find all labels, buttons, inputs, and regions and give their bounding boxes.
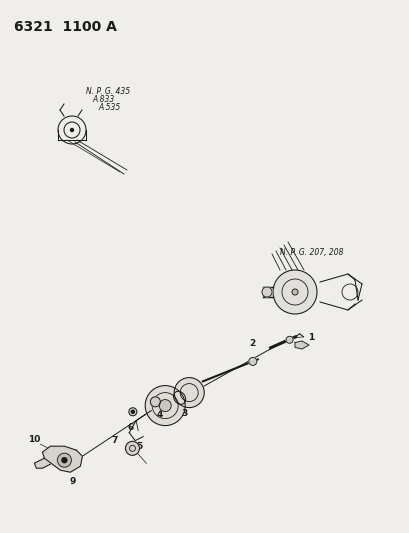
Text: 7: 7 — [111, 437, 117, 446]
Text: N. P. G. 207, 208: N. P. G. 207, 208 — [279, 248, 343, 257]
Circle shape — [125, 441, 139, 455]
Text: 1: 1 — [307, 333, 313, 342]
Circle shape — [70, 128, 73, 132]
Circle shape — [159, 400, 171, 411]
Circle shape — [145, 385, 185, 425]
Ellipse shape — [173, 391, 185, 405]
Circle shape — [62, 458, 67, 463]
Circle shape — [150, 397, 160, 407]
Circle shape — [57, 453, 71, 467]
Text: 6: 6 — [127, 423, 134, 432]
Circle shape — [285, 336, 292, 343]
Text: 9: 9 — [69, 477, 75, 486]
Polygon shape — [294, 341, 308, 349]
Circle shape — [272, 270, 316, 314]
Text: A 833: A 833 — [92, 95, 114, 104]
Text: N. P. G. 435: N. P. G. 435 — [86, 87, 130, 96]
Text: 10: 10 — [28, 435, 40, 444]
Text: 4: 4 — [156, 410, 162, 419]
Circle shape — [291, 289, 297, 295]
Circle shape — [248, 358, 256, 366]
Polygon shape — [34, 458, 50, 468]
Text: 6321  1100 A: 6321 1100 A — [14, 20, 117, 34]
Circle shape — [128, 408, 137, 416]
Polygon shape — [42, 446, 82, 472]
Text: 3: 3 — [181, 409, 187, 418]
Text: 5: 5 — [136, 442, 142, 450]
Circle shape — [131, 410, 134, 413]
Text: A 535: A 535 — [98, 103, 120, 112]
Circle shape — [261, 287, 271, 297]
Circle shape — [174, 377, 204, 408]
Text: 2: 2 — [249, 340, 255, 349]
